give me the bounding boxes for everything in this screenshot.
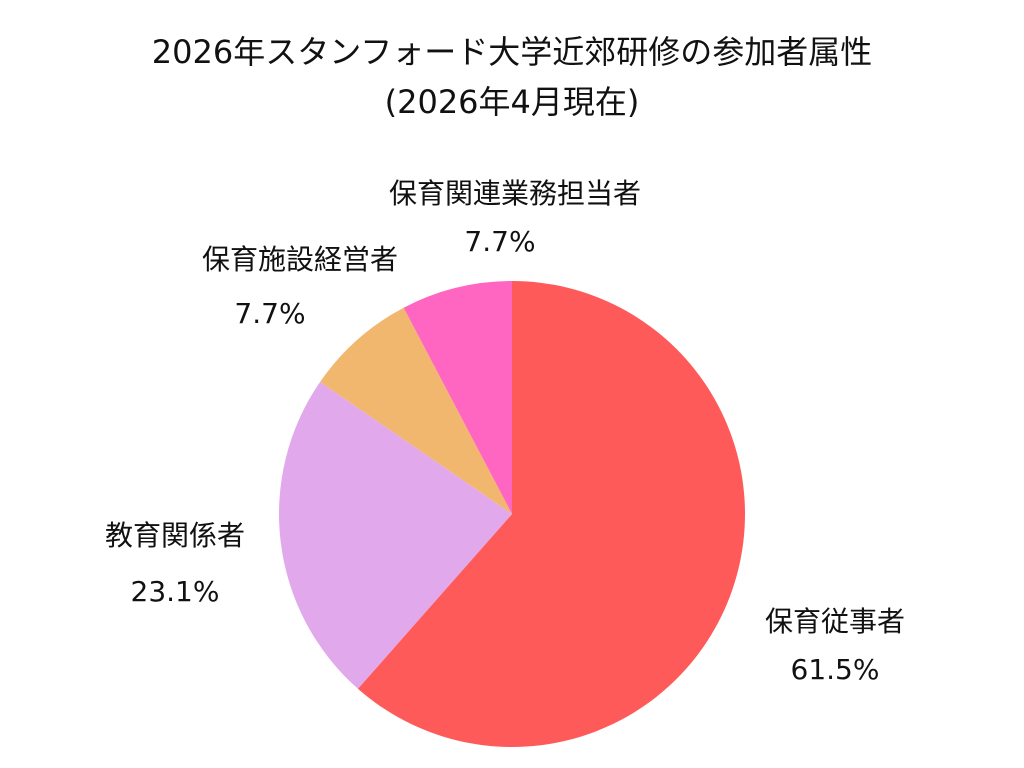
slice-label-education: 教育関係者 23.1%	[75, 518, 275, 610]
slice-label-childcare-workers: 保育従事者 61.5%	[740, 604, 930, 688]
category-label: 保育関連業務担当者	[388, 177, 641, 210]
category-label: 保育施設経営者	[201, 243, 398, 276]
category-label: 保育従事者	[764, 605, 905, 638]
value-label: 23.1%	[130, 575, 220, 608]
slice-label-related-staff: 保育関連業務担当者 7.7%	[355, 176, 675, 260]
pie-slice-2	[320, 307, 512, 514]
slice-label-facility-managers: 保育施設経営者 7.7%	[165, 242, 435, 332]
chart-title: 2026年スタンフォード大学近郊研修の参加者属性	[151, 33, 873, 71]
value-label: 7.7%	[464, 225, 536, 258]
value-label: 61.5%	[790, 653, 880, 686]
value-label: 7.7%	[234, 297, 306, 330]
pie-slice-3	[403, 281, 512, 514]
category-label: 教育関係者	[104, 519, 245, 552]
pie-slice-0	[357, 281, 745, 747]
chart-subtitle: (2026年4月現在)	[384, 83, 640, 121]
pie-slice-1	[279, 381, 512, 689]
